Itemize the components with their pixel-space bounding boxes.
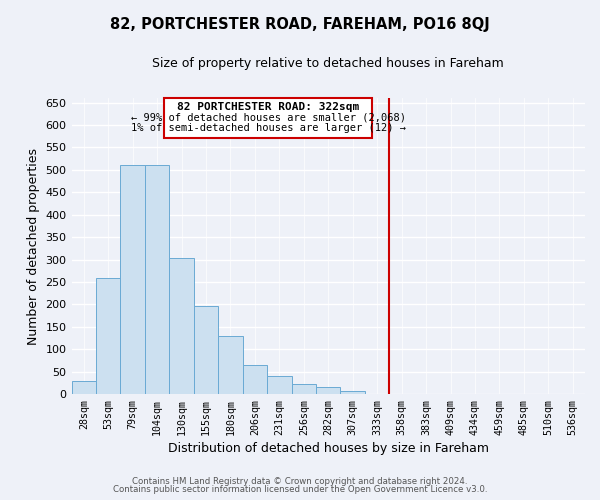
- Title: Size of property relative to detached houses in Fareham: Size of property relative to detached ho…: [152, 58, 504, 70]
- Bar: [96, 278, 121, 394]
- Bar: [169, 258, 194, 394]
- Bar: [292, 384, 316, 394]
- FancyBboxPatch shape: [164, 98, 372, 138]
- Bar: [316, 388, 340, 394]
- Bar: [242, 365, 267, 394]
- Text: ← 99% of detached houses are smaller (2,068): ← 99% of detached houses are smaller (2,…: [131, 112, 406, 122]
- X-axis label: Distribution of detached houses by size in Fareham: Distribution of detached houses by size …: [168, 442, 489, 455]
- Bar: [267, 376, 292, 394]
- Bar: [218, 336, 242, 394]
- Text: Contains HM Land Registry data © Crown copyright and database right 2024.: Contains HM Land Registry data © Crown c…: [132, 477, 468, 486]
- Text: 82 PORTCHESTER ROAD: 322sqm: 82 PORTCHESTER ROAD: 322sqm: [177, 102, 359, 112]
- Text: 1% of semi-detached houses are larger (12) →: 1% of semi-detached houses are larger (1…: [131, 123, 406, 133]
- Text: 82, PORTCHESTER ROAD, FAREHAM, PO16 8QJ: 82, PORTCHESTER ROAD, FAREHAM, PO16 8QJ: [110, 18, 490, 32]
- Bar: [71, 380, 96, 394]
- Bar: [194, 306, 218, 394]
- Bar: [121, 166, 145, 394]
- Bar: [145, 166, 169, 394]
- Text: Contains public sector information licensed under the Open Government Licence v3: Contains public sector information licen…: [113, 485, 487, 494]
- Bar: [340, 390, 365, 394]
- Y-axis label: Number of detached properties: Number of detached properties: [27, 148, 40, 344]
